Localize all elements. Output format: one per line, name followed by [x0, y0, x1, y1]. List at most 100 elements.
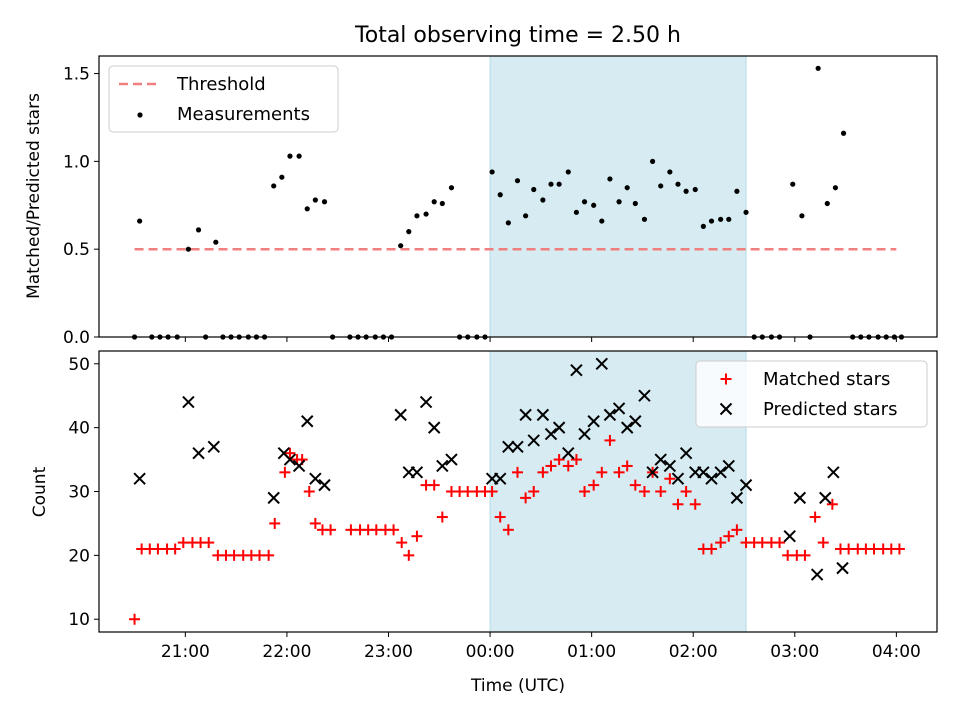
measurement-point [599, 218, 605, 224]
matched-star-point [411, 530, 423, 542]
predicted-star-point-b [722, 459, 735, 473]
measurement-point [641, 216, 648, 222]
predicted-star-point-b [739, 478, 753, 492]
predicted-legend-swatch [719, 402, 733, 416]
predicted-star-point [629, 415, 642, 428]
predicted-star-point [663, 459, 677, 473]
x-tick-label: 22:00 [262, 642, 311, 662]
predicted-star-point-b [595, 357, 609, 370]
predicted-star-point-b [292, 459, 306, 473]
measurement-point [632, 200, 638, 207]
predicted-star-point [436, 459, 449, 473]
measurement-point [279, 174, 285, 180]
measurement-point [414, 213, 420, 219]
predicted-star-point-b [783, 529, 796, 543]
matched-star-point [263, 549, 275, 561]
predicted-star-point [445, 453, 458, 466]
matched-star-point [621, 460, 633, 472]
predicted-star-point-b [309, 472, 322, 485]
predicted-star-point [739, 478, 753, 492]
predicted-star-point [595, 357, 609, 370]
matched-star-point [723, 530, 735, 542]
predicted-star-point-b [810, 568, 824, 581]
matched-star-point [680, 486, 692, 497]
measurement-point [581, 199, 588, 205]
predicted-star-point-b [527, 434, 540, 447]
predicted-star-point-b [714, 466, 727, 479]
ratio-y-tick-label: 1.5 [63, 65, 90, 85]
predicted-star-point-b [603, 408, 617, 422]
predicted-star-point [502, 440, 515, 454]
predicted-star-point-b [836, 561, 849, 575]
measurement-point [497, 192, 503, 198]
chart-title: Total observing time = 2.50 h [354, 23, 681, 48]
predicted-star-point-b [318, 478, 331, 492]
predicted-star-point-b [587, 415, 600, 428]
measurement-point [824, 200, 830, 207]
matched-star-point [325, 524, 337, 536]
count-panel-frame [98, 350, 938, 633]
count-y-tick-label: 30 [68, 483, 90, 503]
matched-legend-swatch [720, 373, 732, 385]
measurement-point [431, 199, 437, 205]
count-legend: Matched stars Predicted stars [695, 360, 928, 428]
measurement-point [321, 199, 328, 205]
predicted-star-point-b [562, 446, 575, 460]
predicted-star-point-b [445, 453, 458, 466]
measurement-point [591, 202, 597, 208]
predicted-star-point-b [705, 472, 718, 485]
matched-star-point [613, 466, 625, 478]
measurement-point [406, 229, 412, 235]
measurement-point [271, 183, 277, 189]
predicted-star-point-b [793, 491, 807, 505]
predicted-star-point [697, 466, 710, 479]
predicted-star-point [309, 472, 322, 485]
measurement-point [815, 65, 821, 71]
predicted-star-point [783, 529, 796, 543]
predicted-star-point [722, 459, 735, 473]
measurement-point [607, 176, 613, 182]
predicted-star-point [679, 446, 693, 460]
predicted-star-point-b [697, 466, 710, 479]
ratio-panel: 0.0 0.5 1.0 1.5 Matched/Predicted stars Thr… [24, 55, 938, 348]
x-tick-label: 21:00 [161, 642, 210, 662]
predicted-star-point-b [730, 491, 744, 505]
x-tick-label: 00:00 [466, 642, 515, 662]
predicted-star-point-b [494, 472, 507, 485]
predicted-star-point-b [436, 459, 449, 473]
measurement-point [692, 186, 698, 193]
predicted-star-point-b [427, 421, 441, 434]
predicted-star-point-b [207, 440, 220, 454]
matched-star-point [809, 511, 821, 523]
measurement-point [840, 130, 847, 136]
predicted-star-point [646, 466, 659, 479]
measurement-point [683, 188, 689, 194]
matched-star-point [284, 447, 296, 459]
predicted-star-point-b [502, 440, 515, 454]
measurement-point [439, 200, 445, 207]
count-y-axis-label: Count [30, 466, 50, 517]
measurement-point [667, 169, 673, 175]
matched-star-point [309, 517, 321, 529]
predicted-star-point-b [819, 491, 832, 505]
measurement-point [616, 199, 622, 205]
matched-star-point [428, 479, 440, 491]
measurement-point [718, 216, 724, 222]
predicted-star-point-b [283, 453, 297, 466]
measurement-point [423, 211, 429, 217]
matched-star-point [396, 537, 408, 549]
matched-star-point [545, 460, 557, 472]
matched-star-point [826, 498, 838, 510]
ratio-y-tick-label: 1.0 [63, 152, 90, 172]
measurement-point [790, 181, 796, 187]
measurement-point [531, 186, 537, 193]
x-tick-label: 02:00 [669, 642, 718, 662]
ratio-legend: Threshold Measurements [108, 65, 339, 133]
measurement-point [649, 158, 656, 164]
measurement-point [799, 213, 805, 219]
predicted-star-points [133, 357, 849, 581]
predicted-star-point [419, 395, 433, 409]
ratio-y-tick-label: 0.5 [63, 240, 90, 260]
matched-star-point [596, 466, 608, 478]
